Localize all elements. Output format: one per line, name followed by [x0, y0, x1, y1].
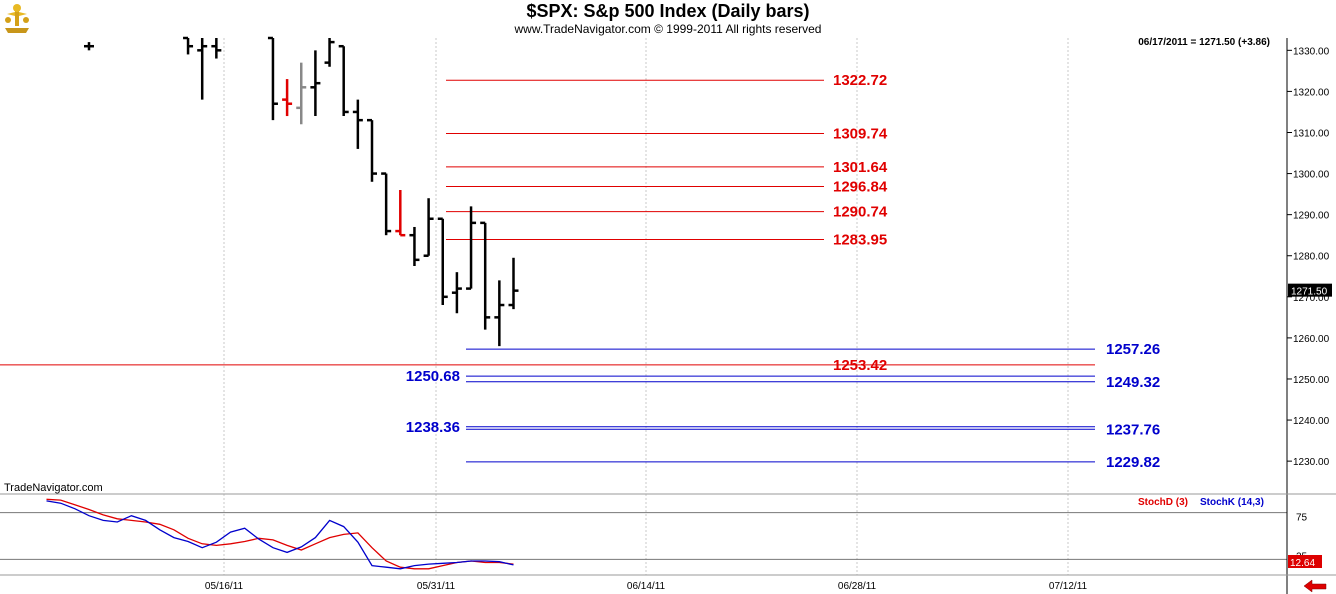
trade-navigator-logo-icon	[2, 2, 32, 34]
level-label: 1301.64	[833, 159, 888, 176]
ohlc-bar	[480, 221, 491, 330]
last-price-box	[1288, 283, 1332, 297]
bar-layer	[84, 36, 519, 347]
ohlc-bar	[211, 38, 222, 59]
ohlc-bar	[367, 118, 377, 182]
ohlc-bar	[84, 42, 94, 51]
grid-layer	[223, 38, 1069, 575]
stoch-tick-label: 75	[1296, 513, 1308, 524]
level-label: 1229.82	[1106, 454, 1160, 471]
ohlc-bar	[466, 206, 477, 290]
stoch-last-label: 12.64	[1290, 558, 1315, 569]
ohlc-bar	[183, 36, 194, 55]
price-tick-label: 1270.00	[1293, 293, 1330, 304]
level-label: 1257.26	[1106, 341, 1160, 358]
price-tick-label: 1290.00	[1293, 211, 1330, 222]
price-tick-label: 1320.00	[1293, 87, 1330, 98]
date-tick-label: 05/31/11	[417, 581, 456, 592]
level-label: 1322.72	[833, 72, 887, 89]
ohlc-bar	[338, 44, 349, 117]
chart-subtitle: www.TradeNavigator.com © 1999-2011 All r…	[514, 22, 822, 36]
level-layer: 1322.72 1309.74 1301.64 1296.84 1290.74 1283.…	[0, 72, 1160, 471]
level-label: 1296.84	[833, 179, 888, 196]
level-label: 1283.95	[833, 232, 887, 249]
ohlc-bar	[409, 226, 420, 266]
price-tick-label: 1310.00	[1293, 128, 1330, 139]
ohlc-bar	[267, 36, 278, 121]
level-label: 1249.32	[1106, 374, 1160, 391]
scroll-left-arrow-icon[interactable]	[1303, 579, 1327, 593]
price-tick-label: 1240.00	[1293, 416, 1330, 427]
ohlc-bar	[310, 50, 321, 117]
price-tick-label: 1230.00	[1293, 457, 1330, 468]
chart-header: $SPX: S&p 500 Index (Daily bars) www.Tra…	[0, 0, 1336, 38]
stochastic-panel: 7525StochD (3)StochK (14,3)12.64	[0, 497, 1327, 593]
chart-title: $SPX: S&p 500 Index (Daily bars)	[526, 1, 810, 21]
ohlc-bar	[508, 257, 519, 310]
last-price-label: 1271.50	[1291, 287, 1328, 298]
price-tick-label: 1280.00	[1293, 252, 1330, 263]
price-readout: 06/17/2011 = 1271.50 (+3.86)	[1138, 37, 1270, 48]
level-label: 1238.36	[406, 419, 460, 436]
ohlc-bar	[494, 280, 505, 347]
level-label: 1309.74	[833, 126, 888, 143]
price-tick-label: 1250.00	[1293, 375, 1330, 386]
ohlc-bar	[296, 62, 307, 125]
date-tick-label: 06/28/11	[838, 581, 877, 592]
level-label: 1250.68	[406, 368, 460, 385]
price-tick-label: 1260.00	[1293, 334, 1330, 345]
stoch-d-legend: StochD (3)	[1138, 497, 1188, 508]
ohlc-bar	[352, 99, 363, 149]
ohlc-bar	[423, 198, 434, 257]
ohlc-bar	[324, 38, 335, 67]
level-label: 1290.74	[833, 204, 888, 221]
date-tick-label: 06/14/11	[627, 581, 666, 592]
stoch-k-line	[46, 500, 514, 570]
axis-layer: 1230.00 1240.00 1250.00 1260.00 1270.00 1280.…	[0, 38, 1336, 594]
date-tick-label: 05/16/11	[205, 581, 244, 592]
stoch-k-legend: StochK (14,3)	[1200, 497, 1264, 508]
level-label: 1253.42	[833, 357, 887, 374]
date-tick-label: 07/12/11	[1049, 581, 1088, 592]
ohlc-bar	[395, 190, 406, 237]
ohlc-bar	[451, 272, 462, 314]
watermark-text: TradeNavigator.com	[4, 482, 103, 494]
ohlc-bar	[381, 172, 392, 236]
ohlc-bar	[437, 217, 448, 306]
level-label: 1237.76	[1106, 421, 1160, 438]
price-tick-label: 1330.00	[1293, 46, 1330, 57]
ohlc-bar	[282, 79, 293, 117]
stoch-d-line	[46, 498, 514, 570]
price-tick-label: 1300.00	[1293, 170, 1330, 181]
ohlc-bar	[197, 38, 208, 100]
stoch-last-box	[1288, 555, 1322, 568]
